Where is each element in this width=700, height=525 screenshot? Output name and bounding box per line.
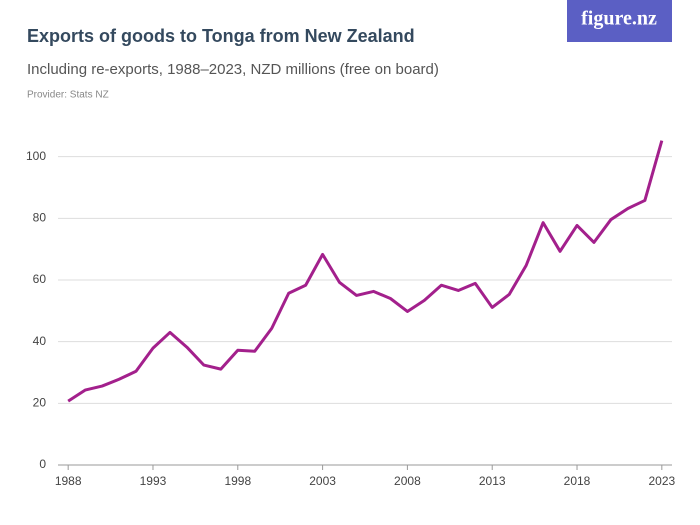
logo-box — [567, 0, 672, 42]
y-tick-label: 20 — [33, 396, 47, 410]
y-tick-label: 60 — [33, 272, 47, 286]
y-tick-label: 40 — [33, 334, 47, 348]
chart-subtitle: Including re-exports, 1988–2023, NZD mil… — [27, 61, 439, 78]
x-tick-label: 2023 — [648, 474, 675, 488]
x-tick-label: 1993 — [140, 474, 167, 488]
x-tick-label: 1998 — [224, 474, 251, 488]
y-tick-label: 0 — [39, 457, 46, 471]
provider: Provider: Stats NZ — [27, 90, 109, 101]
x-tick-label: 2018 — [564, 474, 591, 488]
logo: figure.nz — [581, 8, 657, 30]
x-tick-label: 2008 — [394, 474, 421, 488]
y-tick-label: 100 — [26, 149, 46, 163]
x-tick-label: 2003 — [309, 474, 336, 488]
y-tick-label: 80 — [33, 211, 47, 225]
x-tick-label: 1988 — [55, 474, 82, 488]
x-tick-label: 2013 — [479, 474, 506, 488]
chart-title: Exports of goods to Tonga from New Zeala… — [27, 26, 415, 46]
data-line — [67, 140, 664, 403]
